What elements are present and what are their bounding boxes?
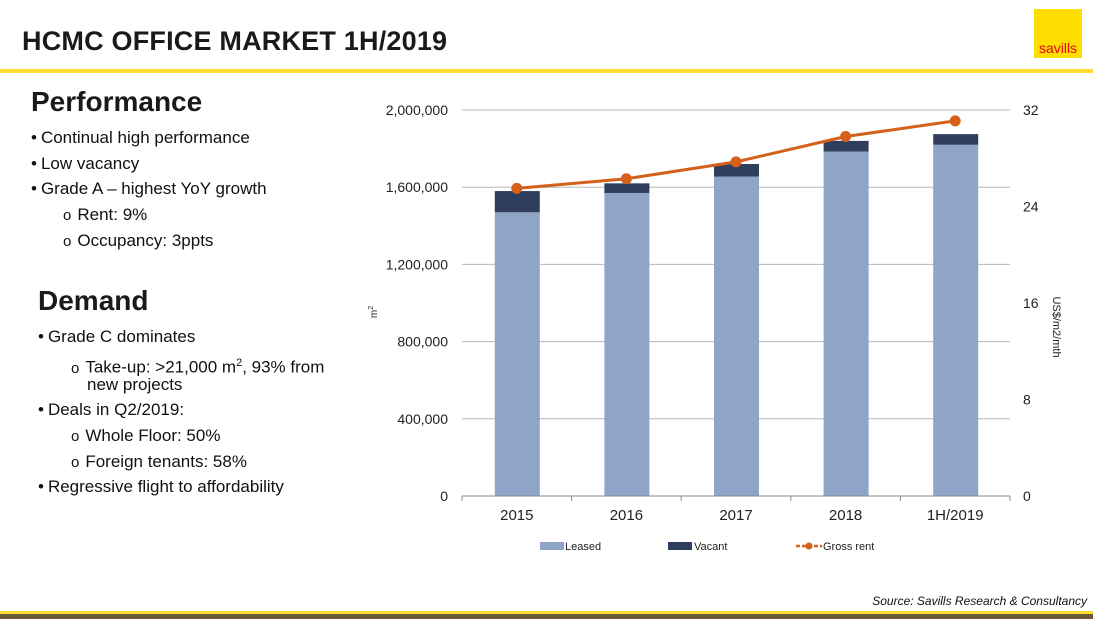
x-tick-label: 1H/2019 bbox=[927, 507, 984, 524]
page-title: HCMC OFFICE MARKET 1H/2019 bbox=[22, 26, 448, 56]
legend-swatch-leased bbox=[540, 542, 564, 550]
performance-bullet: • Grade A – highest YoY growth bbox=[31, 179, 267, 198]
demand-sub-bullet: o Whole Floor: 50% bbox=[71, 426, 221, 445]
bullet-text: Grade A – highest YoY growth bbox=[40, 179, 267, 198]
legend-label-leased: Leased bbox=[565, 541, 601, 553]
bar-vacant bbox=[494, 191, 540, 213]
source-note: Source: Savills Research & Consultancy bbox=[872, 594, 1087, 608]
bullet-text: Deals in Q2/2019: bbox=[47, 400, 185, 419]
footer-band bbox=[0, 614, 1093, 619]
y2-tick-label: 24 bbox=[1023, 199, 1039, 215]
bullet-text: Continual high performance bbox=[40, 128, 250, 147]
performance-sub-bullet: o Occupancy: 3ppts bbox=[63, 231, 214, 250]
y2-tick-label: 16 bbox=[1023, 295, 1039, 311]
bar-leased bbox=[823, 151, 869, 496]
bullet-text: Low vacancy bbox=[40, 154, 140, 173]
gross-rent-point bbox=[949, 115, 961, 127]
sub-bullet-text: Occupancy: 3ppts bbox=[77, 231, 214, 250]
x-tick-label: 2016 bbox=[610, 507, 643, 524]
legend-label-gross-rent: Gross rent bbox=[823, 541, 874, 553]
demand-bullet: • Regressive flight to affordability bbox=[38, 477, 284, 496]
bar-leased bbox=[714, 176, 759, 496]
gross-rent-point bbox=[730, 156, 742, 168]
bullet-text: Grade C dominates bbox=[47, 327, 196, 346]
demand-bullet: • Grade C dominates bbox=[38, 327, 196, 346]
demand-bullet: • Deals in Q2/2019: bbox=[38, 400, 185, 419]
bar-vacant bbox=[823, 140, 869, 152]
y2-axis-title: US$/m2/mth bbox=[1050, 296, 1062, 357]
bar-leased bbox=[494, 212, 540, 497]
y-tick-label: 1,600,000 bbox=[386, 179, 448, 195]
demand-heading: Demand bbox=[38, 285, 149, 316]
y-tick-label: 0 bbox=[440, 488, 448, 504]
bar-vacant bbox=[604, 183, 650, 193]
legend-swatch-vacant bbox=[668, 542, 692, 550]
y2-tick-label: 0 bbox=[1023, 488, 1031, 504]
y-tick-label: 400,000 bbox=[397, 411, 448, 427]
demand-sub-bullet: o Take-up: >21,000 m2, 93% from bbox=[71, 357, 325, 377]
y-tick-label: 2,000,000 bbox=[386, 102, 448, 118]
y-axis-title: m2 bbox=[368, 306, 380, 318]
legend-marker-gross-rent bbox=[805, 542, 813, 550]
x-tick-label: 2018 bbox=[829, 507, 862, 524]
bar-vacant bbox=[714, 164, 759, 177]
x-tick-label: 2015 bbox=[500, 507, 533, 524]
header-rule bbox=[0, 69, 1093, 73]
takeup-text-end: , 93% from bbox=[242, 357, 325, 377]
sub-bullet-text: Rent: 9% bbox=[77, 205, 148, 224]
savills-logo: savills bbox=[1034, 9, 1082, 58]
sub-bullet-text: Foreign tenants: 58% bbox=[85, 452, 247, 471]
gross-rent-point bbox=[620, 173, 632, 185]
gross-rent-point bbox=[511, 182, 523, 194]
footer-rule bbox=[0, 611, 1093, 614]
x-tick-label: 2017 bbox=[719, 507, 752, 524]
performance-bullet: • Continual high performance bbox=[31, 128, 250, 147]
y2-tick-label: 8 bbox=[1023, 392, 1031, 408]
bar-leased bbox=[933, 144, 979, 497]
logo-text: savills bbox=[1038, 40, 1078, 56]
performance-bullet: • Low vacancy bbox=[31, 154, 140, 173]
y-tick-label: 1,200,000 bbox=[386, 256, 448, 272]
y-tick-label: 800,000 bbox=[397, 334, 448, 350]
gross-rent-point bbox=[840, 131, 852, 143]
y2-tick-label: 32 bbox=[1023, 102, 1039, 118]
takeup-sup: 2 bbox=[236, 357, 243, 369]
demand-sub-bullet: o Foreign tenants: 58% bbox=[71, 452, 247, 471]
bar-vacant bbox=[933, 134, 979, 145]
bar-leased bbox=[604, 192, 650, 497]
sub-bullet-text: Whole Floor: 50% bbox=[85, 426, 221, 445]
legend-label-vacant: Vacant bbox=[694, 541, 727, 553]
bullet-text: Regressive flight to affordability bbox=[47, 477, 284, 496]
performance-sub-bullet: o Rent: 9% bbox=[63, 205, 148, 224]
performance-heading: Performance bbox=[31, 86, 203, 117]
takeup-line2: new projects bbox=[87, 375, 183, 394]
takeup-text: Take-up: >21,000 m bbox=[85, 357, 237, 377]
